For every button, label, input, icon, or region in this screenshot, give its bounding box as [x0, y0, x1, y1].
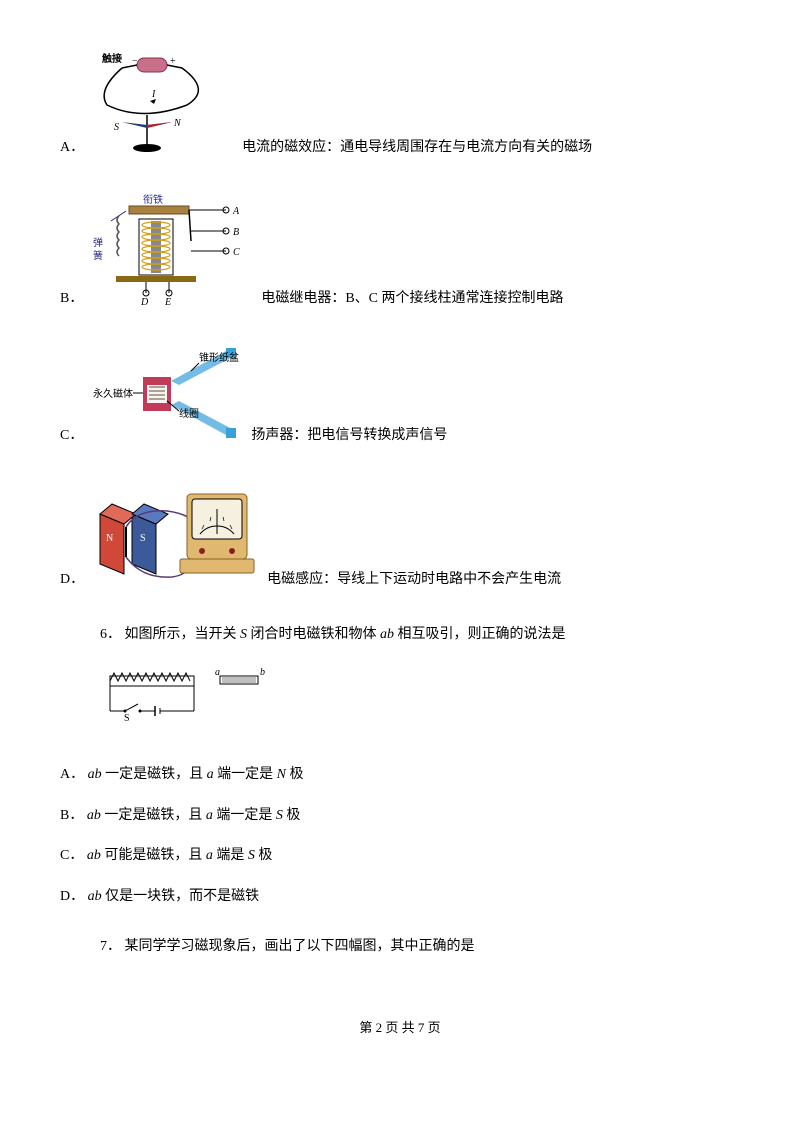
- option-text: 电流的磁效应：通电导线周围存在与电流方向有关的磁场: [242, 137, 592, 163]
- q6-t2: 闭合时电磁铁和物体: [251, 627, 377, 642]
- diagram-d-induction: N S: [92, 479, 257, 595]
- q7-number: 7．: [100, 939, 121, 954]
- var-pole: N: [277, 767, 286, 782]
- diagram-b-relay: 衔铁 弹 簧 A B C: [91, 191, 251, 314]
- diagram-a-magnetic-effect: 触接 − + I S N: [92, 50, 232, 163]
- var-ab: ab: [88, 767, 102, 782]
- q5-option-b: B． 衔铁 弹 簧 A B C: [60, 191, 740, 314]
- label-n: N: [106, 533, 113, 544]
- opt-label: D．: [60, 889, 84, 904]
- q7-text: 某同学学习磁现象后，画出了以下四幅图，其中正确的是: [125, 939, 475, 954]
- label-n: N: [173, 118, 182, 129]
- option-text: 扬声器：把电信号转换成声信号: [251, 425, 447, 451]
- t1: 一定是磁铁，且: [105, 767, 203, 782]
- q5-option-c: C． 永久磁体 锥形纸盆 线圈 扬声器：把电信号转换成声信号: [60, 343, 740, 451]
- q6-number: 6．: [100, 627, 121, 642]
- label-terminal-c: C: [233, 247, 240, 258]
- option-text: 电磁继电器：B、C 两个接线柱通常连接控制电路: [261, 288, 563, 314]
- q6-option-d: D． ab 仅是一块铁，而不是磁铁: [60, 886, 740, 908]
- t3: 极: [286, 808, 300, 823]
- label-touch: 触接: [101, 52, 122, 65]
- label-switch-s: S: [124, 713, 130, 724]
- svg-text:簧: 簧: [93, 249, 103, 262]
- q6-t1: 如图所示，当开关: [125, 627, 237, 642]
- page-footer: 第 2 页 共 7 页: [60, 1018, 740, 1039]
- t2: 端一定是: [216, 808, 272, 823]
- t3: 极: [289, 767, 303, 782]
- var-a: a: [206, 848, 213, 863]
- var-ab: ab: [87, 808, 101, 823]
- label-s: S: [114, 122, 119, 133]
- diagram-c-speaker: 永久磁体 锥形纸盆 线圈: [91, 343, 241, 451]
- var-s: S: [240, 627, 247, 642]
- opt-label: C．: [60, 848, 83, 863]
- option-label: A．: [60, 137, 84, 163]
- label-terminal-b: B: [233, 227, 239, 238]
- q6-option-b: B． ab 一定是磁铁，且 a 端一定是 S 极: [60, 805, 740, 827]
- q6-option-c: C． ab 可能是磁铁，且 a 端是 S 极: [60, 845, 740, 867]
- q7-stem: 7． 某同学学习磁现象后，画出了以下四幅图，其中正确的是: [100, 936, 740, 958]
- q5-option-d: D． N S 电磁感应：导线上下运动时电路中不会产生电流: [60, 479, 740, 595]
- q6-t3: 相互吸引，则正确的说法是: [398, 627, 566, 642]
- q6-stem: 6． 如图所示，当开关 S 闭合时电磁铁和物体 ab 相互吸引，则正确的说法是: [100, 624, 740, 646]
- label-i: I: [151, 89, 156, 100]
- label-magnet: 永久磁体: [93, 387, 133, 400]
- option-label: C．: [60, 425, 83, 451]
- option-label: B．: [60, 288, 83, 314]
- opt-label: A．: [60, 767, 84, 782]
- label-a: a: [215, 667, 220, 678]
- label-b: b: [260, 667, 265, 678]
- t2: 端一定是: [217, 767, 273, 782]
- t3: 极: [258, 848, 272, 863]
- label-spring: 弹: [93, 236, 103, 249]
- t1: 仅是一块铁，而不是磁铁: [105, 889, 259, 904]
- var-ab: ab: [88, 889, 102, 904]
- label-terminal-e: E: [164, 297, 171, 306]
- var-pole: S: [248, 848, 255, 863]
- label-s: S: [140, 533, 146, 544]
- option-label: D．: [60, 569, 84, 595]
- t1: 一定是磁铁，且: [104, 808, 202, 823]
- label-coil: 线圈: [179, 407, 199, 420]
- q5-option-a: A． 触接 − + I S N 电流的磁效应：通电导线周围存在与电流方向有关的磁…: [60, 50, 740, 163]
- label-terminal-a: A: [232, 206, 240, 217]
- q6-diagram: S a b: [100, 666, 740, 734]
- t1: 可能是磁铁，且: [104, 848, 202, 863]
- q6-option-a: A． ab 一定是磁铁，且 a 端一定是 N 极: [60, 764, 740, 786]
- label-iron-armature: 衔铁: [143, 193, 163, 206]
- label-terminal-d: D: [140, 297, 149, 306]
- var-ab: ab: [380, 627, 394, 642]
- opt-label: B．: [60, 808, 83, 823]
- var-ab: ab: [87, 848, 101, 863]
- var-pole: S: [276, 808, 283, 823]
- t2: 端是: [216, 848, 244, 863]
- option-text: 电磁感应：导线上下运动时电路中不会产生电流: [267, 569, 561, 595]
- label-cone: 锥形纸盆: [199, 351, 239, 364]
- var-a: a: [207, 767, 214, 782]
- var-a: a: [206, 808, 213, 823]
